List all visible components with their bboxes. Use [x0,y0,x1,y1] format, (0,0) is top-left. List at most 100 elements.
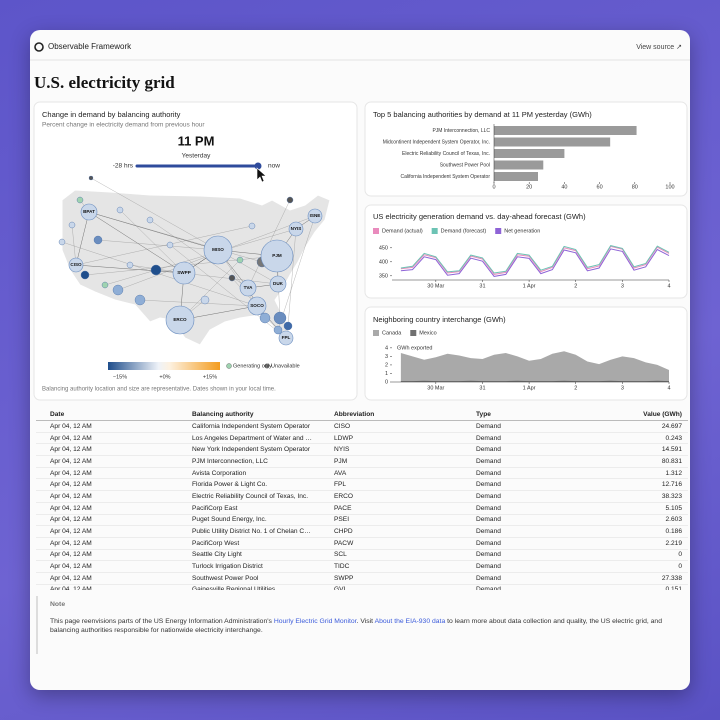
y-tick-label: 350 [379,273,388,279]
map-network: BPAT CISO MISO PJM NYIS ISNE SWPP TVA DUK SOCO ERC… [58,175,323,346]
map-node [200,295,210,305]
map-node [93,235,103,245]
annotation: GWh exported [397,345,432,351]
legend-label: Canada [382,330,402,336]
time-label: 11 PM [178,133,215,148]
table-cell: Demand [462,467,604,480]
view-source-link[interactable]: View source ↗ [636,44,682,51]
map-edge [277,215,316,331]
table-cell: Apr 04, 12 AM [36,525,178,538]
table-row: Apr 04, 12 AM New York Independent System… [36,443,688,457]
table-cell: Demand [462,432,604,445]
map-node [288,221,304,237]
table-cell: Public Utility District No. 1 of Chelan … [178,525,320,538]
table-cell: Demand [462,443,604,457]
header-row: Date Balancing authority Abbreviation Type V… [36,408,688,421]
line-card [364,204,688,299]
column-header: Value (GWh) [604,408,688,421]
map-node [134,294,146,306]
table-cell: Demand [462,455,604,468]
table-cell: Apr 04, 12 AM [36,549,178,562]
table-cell: PacifiCorp East [178,502,320,515]
map-node [58,238,66,246]
table-cell: Avista Corporation [178,467,320,480]
table-cell: 2.603 [604,514,688,527]
x-tick-label: 30 Mar [427,385,444,391]
map-node [269,275,287,293]
slider-end: now [268,163,280,170]
link[interactable]: Hourly Electric Grid Monitor [273,618,357,625]
cursor [256,167,267,183]
text: . Visit [356,618,375,625]
chart-title: Neighboring country interchange (GWh) [373,315,506,324]
chart-title: US electricity generation demand vs. day… [373,212,586,221]
table-cell: 12.716 [604,478,688,492]
map-node [203,235,233,265]
bar [494,172,538,181]
map-node [283,321,293,331]
map-node [247,296,267,316]
map-edge [61,241,258,307]
legend-label: +15% [203,374,217,380]
node-label: ERCO [173,317,187,322]
table-cell: 0.151 [604,584,688,590]
table-cell: Demand [462,560,604,573]
table-cell: Apr 04, 12 AM [36,490,178,503]
map-node [76,196,84,204]
map-edge [287,228,297,327]
table-cell: FPL [320,478,462,492]
text: to learn more about data collection and … [50,618,662,634]
table: Date Balancing authority Abbreviation Type V… [36,408,688,590]
node-label: MISO [212,247,224,252]
table-cell: Apr 04, 12 AM [36,502,178,515]
table-cell: Demand [462,537,604,550]
table-cell: 0 [604,560,688,573]
bar-label: Electric Reliability Council of Texas, I… [402,151,490,157]
map-edge [90,177,279,285]
line [400,245,670,274]
table-row: Apr 04, 12 AM Los Angeles Department of W… [36,432,688,445]
table-row: Apr 04, 12 AM Electric Reliability Counci… [36,490,688,503]
map-node [236,256,244,264]
slider-knob[interactable] [254,162,262,170]
table-cell: Apr 04, 12 AM [36,455,178,468]
window: Observable Framework View source ↗ U.S. … [30,30,690,690]
map-node [68,221,76,229]
table-cell: Puget Sound Energy, Inc. [178,514,320,527]
table-cell: Demand [462,420,604,433]
map-node [286,196,294,204]
node-label: PJM [272,253,282,258]
x-tick-label: 31 [479,385,485,391]
legend-label: +0% [159,374,170,380]
bar-label: PJM Interconnection, LLC [432,128,490,134]
node-label: ISNE [310,213,321,218]
x-tick-label: 2 [574,283,577,289]
table-cell: ERCO [320,490,462,503]
map-edge [119,209,185,274]
column-header: Type [462,408,604,421]
map-title: Change in demand by balancing authority [42,110,181,119]
legend-swatch [410,330,417,336]
legend-label: −15% [113,374,127,380]
table-cell: Electric Reliability Council of Texas, I… [178,490,320,503]
link[interactable]: About the EIA-930 data [374,618,446,625]
legend-label: Net generation [504,228,540,234]
legend-unavailable [264,363,270,369]
table-cell: CISO [320,420,462,433]
table-cell: SWPP [320,572,462,585]
table-row: Apr 04, 12 AM PJM Interconnection, LLC PJM… [36,455,688,468]
x-tick-label: 1 Apr [523,283,536,289]
table-row: Apr 04, 12 AM Avista Corporation AVA Demand… [36,467,688,480]
bar-label: Midcontinent Independent System Operator… [383,139,490,145]
legend-label: Mexico [419,330,436,336]
table-cell: 5.105 [604,502,688,515]
area [400,380,669,382]
table-cell: 24.697 [604,420,688,433]
x-tick-label: 4 [667,283,670,289]
y-tick-label: 400 [379,259,388,265]
area [400,351,669,382]
x-tick-label: 60 [597,184,603,190]
table-cell: Demand [462,525,604,538]
page-title: U.S. electricity grid [34,73,175,92]
map-node [259,312,271,324]
